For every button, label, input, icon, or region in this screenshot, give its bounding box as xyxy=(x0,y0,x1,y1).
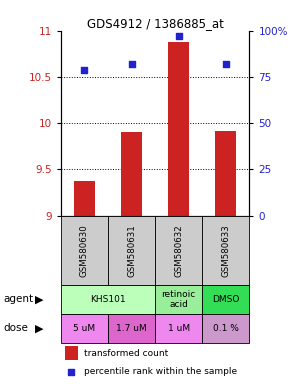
Text: GSM580630: GSM580630 xyxy=(80,224,89,276)
Bar xyxy=(202,314,249,343)
Bar xyxy=(108,215,155,285)
Text: ▶: ▶ xyxy=(35,323,44,333)
Point xyxy=(129,61,134,67)
Text: 5 uM: 5 uM xyxy=(73,324,95,333)
Bar xyxy=(155,314,202,343)
Bar xyxy=(61,314,108,343)
Text: GSM580631: GSM580631 xyxy=(127,224,136,276)
Text: 0.1 %: 0.1 % xyxy=(213,324,239,333)
Bar xyxy=(108,314,155,343)
Title: GDS4912 / 1386885_at: GDS4912 / 1386885_at xyxy=(87,17,224,30)
Point xyxy=(82,66,87,73)
Text: GSM580632: GSM580632 xyxy=(174,224,183,276)
Bar xyxy=(61,215,108,285)
Text: 1 uM: 1 uM xyxy=(168,324,190,333)
Point xyxy=(176,33,181,39)
Text: agent: agent xyxy=(3,294,33,304)
Text: transformed count: transformed count xyxy=(84,349,168,358)
Bar xyxy=(74,181,95,215)
Bar xyxy=(168,42,189,215)
Text: percentile rank within the sample: percentile rank within the sample xyxy=(84,367,237,376)
Bar xyxy=(155,285,202,314)
Bar xyxy=(202,215,249,285)
Bar xyxy=(61,285,155,314)
Text: dose: dose xyxy=(3,323,28,333)
Point xyxy=(224,61,228,67)
Text: GSM580633: GSM580633 xyxy=(221,224,230,276)
Point xyxy=(69,369,74,375)
Bar xyxy=(121,132,142,215)
Text: 1.7 uM: 1.7 uM xyxy=(116,324,147,333)
Text: ▶: ▶ xyxy=(35,294,44,304)
Text: KHS101: KHS101 xyxy=(90,295,126,304)
Bar xyxy=(202,285,249,314)
Text: retinoic
acid: retinoic acid xyxy=(162,290,196,309)
Bar xyxy=(155,215,202,285)
Bar xyxy=(215,131,236,215)
Text: DMSO: DMSO xyxy=(212,295,240,304)
Bar xyxy=(65,346,78,359)
